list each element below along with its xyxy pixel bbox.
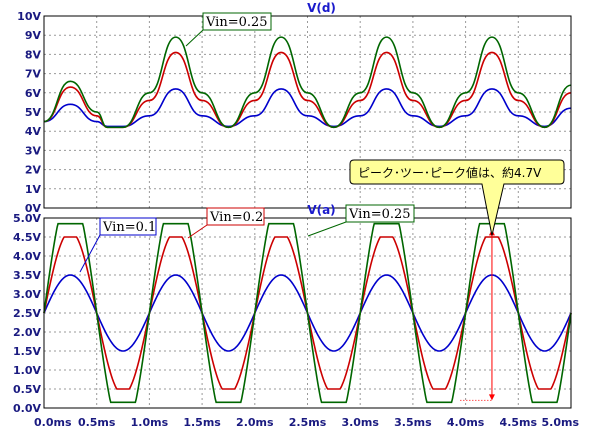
y-tick-label: 5V	[25, 106, 42, 119]
top-panel-title: V(d)	[307, 1, 336, 15]
x-tick-label: 1.5ms	[183, 416, 221, 429]
bottom-blue-label-box	[99, 217, 157, 236]
x-tick-label: 4.5ms	[500, 416, 538, 429]
callout-bubble	[349, 159, 565, 236]
top-trace-2	[43, 36, 572, 129]
x-tick-label: 0.0ms	[34, 416, 72, 429]
top-green-label-box	[202, 12, 272, 31]
bottom-red-label-box	[206, 207, 265, 226]
top-frame	[43, 15, 572, 209]
bottom-frame	[43, 217, 572, 409]
bottom-blue-label-leader	[79, 234, 101, 273]
callout-text: ピーク･ツー･ピーク値は、約4.7V	[358, 165, 542, 180]
bottom-y-ticks: 0.0V 0.5V 1.0V 1.5V 2.0V 2.5V 3.0V 3.5V 4.0V 4.5V…	[13, 212, 41, 415]
y-tick-label: 4.0V	[13, 250, 41, 263]
y-tick-label: 0.5V	[13, 383, 41, 396]
y-tick-label: 0.0V	[13, 402, 41, 415]
y-tick-label: 7V	[25, 68, 42, 81]
y-tick-label: 1.0V	[13, 364, 41, 377]
y-tick-label: 1V	[25, 183, 42, 196]
y-tick-label: 6V	[25, 87, 42, 100]
x-tick-label: 3.0ms	[341, 416, 379, 429]
top-green-label-leader	[185, 29, 204, 47]
x-tick-label: 4.0ms	[447, 416, 485, 429]
x-tick-label: 0.5ms	[78, 416, 116, 429]
bottom-green-label-box	[345, 204, 415, 223]
y-tick-label: 2.0V	[13, 326, 41, 339]
bottom-green-label-leader	[307, 221, 347, 237]
top-panel-vd: 0V 1V 2V 3V 4V 5V 6V 7V 8V 9V 10V V(d)	[17, 1, 572, 215]
arrow-head-bottom	[488, 394, 495, 401]
top-trace-0	[43, 88, 572, 128]
y-tick-label: 4V	[25, 125, 42, 138]
y-tick-label: 5.0V	[13, 212, 41, 225]
bottom-red-label: Vin=0.2	[209, 210, 263, 225]
bottom-trace-2	[43, 222, 572, 404]
bottom-panel-title: V(a)	[307, 203, 335, 217]
x-tick-label: 2.5ms	[289, 416, 327, 429]
x-tick-label: 2.0ms	[236, 416, 274, 429]
bottom-x-ticks: 0.0ms 0.5ms 1.0ms 1.5ms 2.0ms 2.5ms 3.0ms 3.5ms…	[34, 416, 579, 429]
bottom-panel-va: 0.0V 0.5V 1.0V 1.5V 2.0V 2.5V 3.0V 3.5V 4.0V 4.5V…	[13, 203, 579, 429]
bottom-red-label-leader	[187, 224, 208, 239]
top-green-label: Vin=0.25	[205, 15, 268, 30]
top-traces	[43, 36, 572, 129]
y-tick-label: 3.0V	[13, 288, 41, 301]
y-tick-label: 4.5V	[13, 231, 41, 244]
x-tick-label: 1.0ms	[131, 416, 169, 429]
top-grid	[44, 16, 571, 208]
y-tick-label: 3V	[25, 144, 42, 157]
y-tick-label: 2.5V	[13, 307, 41, 320]
y-tick-label: 8V	[25, 48, 42, 61]
y-tick-label: 9V	[25, 29, 42, 42]
bottom-blue-label: Vin=0.1	[102, 220, 156, 235]
bottom-traces	[43, 222, 572, 404]
x-tick-label: 3.5ms	[394, 416, 432, 429]
bottom-green-label: Vin=0.25	[348, 207, 411, 222]
y-tick-label: 3.5V	[13, 269, 41, 282]
y-tick-label: 2V	[25, 164, 42, 177]
peak-to-peak-callout: ピーク･ツー･ピーク値は、約4.7V	[349, 159, 565, 236]
y-tick-label: 10V	[17, 10, 41, 23]
x-tick-label: 5.0ms	[542, 416, 580, 429]
top-y-ticks: 0V 1V 2V 3V 4V 5V 6V 7V 8V 9V 10V	[17, 10, 41, 215]
y-tick-label: 0V	[25, 202, 42, 215]
y-tick-label: 1.5V	[13, 345, 41, 358]
series-labels: Vin=0.25 Vin=0.1 Vin=0.2 Vin=0.25	[79, 12, 415, 273]
